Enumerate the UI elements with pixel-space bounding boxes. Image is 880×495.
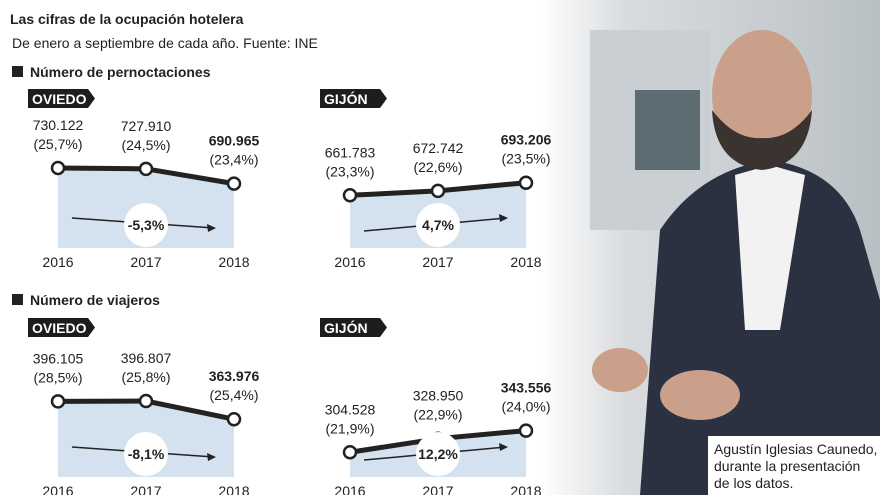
chart-tag: [28, 318, 95, 337]
point: [50, 394, 66, 409]
change-label: -5,3%: [128, 217, 165, 233]
x-tick-label: 2016: [334, 254, 365, 270]
share-label: (28,5%): [33, 369, 82, 385]
x-tick-label: 2018: [510, 483, 541, 495]
share-label: (25,4%): [209, 387, 258, 403]
point: [342, 188, 358, 203]
caption-line: Agustín Iglesias Caunedo,: [714, 441, 877, 457]
window: [635, 90, 700, 170]
arrow-head: [207, 453, 216, 461]
arrow-head: [499, 443, 508, 451]
arrow-head: [207, 224, 216, 232]
change-badge: [124, 432, 168, 476]
point: [342, 445, 358, 460]
change-label: -8,1%: [128, 446, 165, 462]
value-label: 396.105: [33, 350, 84, 366]
point: [138, 393, 154, 409]
value-label: 672.742: [413, 140, 464, 156]
section-title: Número de viajeros: [30, 292, 160, 308]
section-title: Número de pernoctaciones: [30, 64, 211, 80]
title: Las cifras de la ocupación hotelera: [10, 11, 244, 27]
subtitle: De enero a septiembre de cada año. Fuent…: [12, 35, 318, 51]
value-label: 693.206: [501, 132, 552, 148]
point: [430, 183, 446, 199]
value-label: 730.122: [33, 117, 84, 133]
arrow-head: [499, 214, 508, 222]
chart-tag: [28, 89, 95, 108]
share-label: (24,0%): [501, 399, 550, 415]
x-tick-label: 2017: [422, 254, 453, 270]
share-label: (23,4%): [209, 152, 258, 168]
hand: [660, 370, 740, 420]
share-label: (25,7%): [33, 136, 82, 152]
share-label: (23,5%): [501, 151, 550, 167]
point: [518, 175, 534, 190]
section-marker: [12, 294, 23, 305]
chart-title: GIJÓN: [324, 90, 368, 107]
beard: [712, 110, 812, 170]
value-label: 328.950: [413, 388, 464, 404]
caption-box: [708, 436, 880, 495]
change-badge: [416, 203, 460, 247]
value-label: 343.556: [501, 380, 552, 396]
value-label: 690.965: [209, 133, 260, 149]
point: [226, 411, 242, 427]
x-tick-label: 2016: [42, 483, 73, 495]
x-tick-label: 2018: [218, 483, 249, 495]
value-label: 396.807: [121, 350, 172, 366]
change-badge: [416, 432, 460, 476]
change-badge: [124, 203, 168, 247]
caption-line: de los datos.: [714, 475, 793, 491]
point: [50, 160, 66, 176]
value-label: 304.528: [325, 401, 376, 417]
share-label: (22,9%): [413, 407, 462, 423]
point: [518, 423, 534, 438]
share-label: (25,8%): [121, 369, 170, 385]
chart-title: GIJÓN: [324, 319, 368, 336]
photo: Agustín Iglesias Caunedo, durante la pre…: [540, 0, 880, 495]
x-tick-label: 2016: [334, 483, 365, 495]
chart-tag: [320, 318, 387, 337]
shirt: [735, 165, 805, 330]
section-marker: [12, 66, 23, 77]
value-label: 661.783: [325, 144, 376, 160]
x-tick-label: 2017: [422, 483, 453, 495]
share-label: (23,3%): [325, 163, 374, 179]
chart-tag: [320, 89, 387, 108]
head: [712, 30, 812, 160]
point: [138, 161, 154, 177]
value-label: 363.976: [209, 368, 260, 384]
value-label: 727.910: [121, 118, 172, 134]
share-label: (22,6%): [413, 159, 462, 175]
x-tick-label: 2016: [42, 254, 73, 270]
share-label: (21,9%): [325, 420, 374, 436]
x-tick-label: 2018: [218, 254, 249, 270]
caption-line: durante la presentación: [714, 458, 860, 474]
chart-title: OVIEDO: [32, 320, 87, 336]
chart-title: OVIEDO: [32, 91, 87, 107]
x-tick-label: 2017: [130, 483, 161, 495]
share-label: (24,5%): [121, 137, 170, 153]
change-label: 4,7%: [422, 217, 454, 233]
x-tick-label: 2018: [510, 254, 541, 270]
change-label: 12,2%: [418, 446, 458, 462]
point: [226, 176, 242, 191]
hand: [592, 348, 648, 392]
x-tick-label: 2017: [130, 254, 161, 270]
